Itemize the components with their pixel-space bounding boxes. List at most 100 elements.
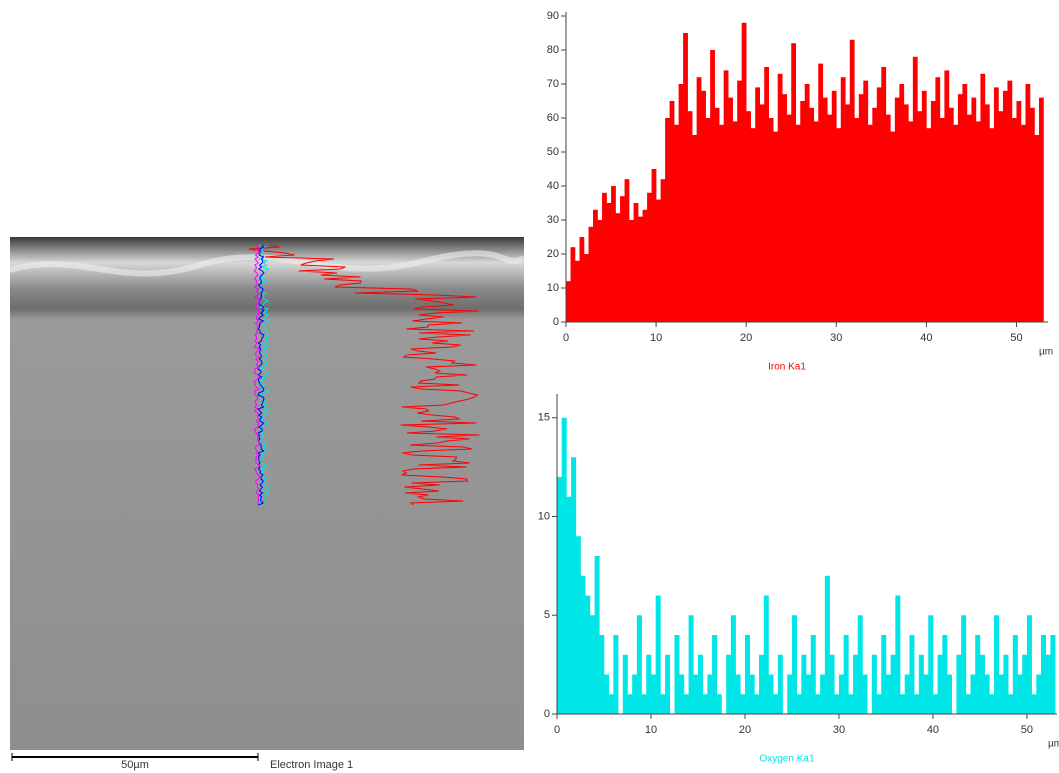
bar — [1017, 674, 1023, 714]
y-tick-label: 0 — [553, 316, 559, 328]
bar — [881, 67, 887, 322]
bar — [599, 635, 605, 714]
bar — [849, 39, 855, 323]
trace-decoration — [248, 244, 480, 506]
bar — [971, 97, 977, 322]
bar — [712, 635, 718, 714]
bar — [740, 694, 746, 714]
bar — [557, 477, 562, 714]
bar — [669, 101, 675, 322]
bar — [1045, 654, 1051, 714]
y-tick-label: 80 — [547, 44, 559, 56]
bar — [588, 226, 594, 322]
bar — [994, 615, 1000, 714]
bar — [1003, 654, 1009, 714]
bar — [1002, 90, 1008, 322]
bar — [984, 104, 990, 323]
bar — [787, 674, 793, 714]
bar — [909, 635, 915, 714]
bar — [815, 694, 821, 714]
y-tick-label: 30 — [547, 214, 559, 226]
bar — [1031, 694, 1037, 714]
bar — [831, 90, 837, 322]
bar — [1007, 80, 1013, 322]
bar — [749, 674, 755, 714]
bar — [921, 90, 927, 322]
bar — [746, 111, 751, 322]
bar — [777, 73, 783, 322]
bar — [975, 121, 981, 323]
bar — [1012, 635, 1018, 714]
bar — [923, 674, 929, 714]
bar — [730, 615, 736, 714]
bar — [800, 101, 806, 322]
bar — [674, 124, 679, 322]
bar — [795, 124, 801, 322]
bar — [773, 694, 779, 714]
x-tick-label: 30 — [833, 724, 845, 736]
bar — [683, 33, 688, 322]
bar — [932, 694, 938, 714]
y-tick-label: 0 — [544, 708, 550, 720]
bar — [674, 635, 680, 714]
bar — [763, 595, 769, 714]
bar — [665, 118, 670, 322]
bar — [651, 169, 657, 322]
bar — [806, 674, 812, 714]
bar — [707, 674, 713, 714]
x-tick-label: 50 — [1010, 332, 1022, 344]
bar — [620, 196, 625, 322]
bar — [918, 654, 924, 714]
y-tick-label: 90 — [547, 10, 559, 22]
bar — [863, 80, 869, 322]
bar — [854, 118, 860, 322]
bar — [956, 654, 962, 714]
bar — [660, 694, 666, 714]
x-tick-label: 50 — [1021, 724, 1033, 736]
bar — [688, 615, 694, 714]
bar — [570, 247, 576, 322]
bar — [773, 131, 779, 322]
bar — [947, 674, 953, 714]
bar — [1025, 84, 1031, 322]
bar — [624, 179, 630, 322]
bar — [926, 128, 932, 322]
bar — [768, 118, 774, 322]
trace-decoration — [253, 244, 261, 506]
bar — [935, 77, 941, 322]
bar — [629, 220, 634, 322]
bar — [820, 674, 826, 714]
bar — [801, 654, 807, 714]
y-tick-label: 40 — [547, 180, 559, 192]
y-tick-label: 10 — [547, 282, 559, 294]
bar — [701, 90, 706, 322]
bar — [589, 615, 595, 714]
bar — [584, 254, 589, 322]
bar — [857, 615, 863, 714]
x-tick-label: 40 — [920, 332, 932, 344]
bar — [719, 124, 724, 322]
bar — [836, 128, 842, 322]
bar — [575, 260, 580, 322]
bar — [937, 654, 943, 714]
bar — [710, 50, 715, 322]
bar — [687, 111, 693, 322]
bar — [862, 674, 868, 714]
bar — [613, 635, 619, 714]
bar — [611, 186, 616, 322]
bar — [942, 635, 948, 714]
bar — [1038, 97, 1044, 322]
x-tick-label: 10 — [645, 724, 657, 736]
bar — [602, 192, 607, 322]
bar — [768, 674, 774, 714]
x-axis-label: Iron Ka1 — [768, 362, 806, 373]
bar — [683, 694, 689, 714]
bar — [912, 56, 918, 323]
bar — [622, 654, 628, 714]
bar — [1034, 135, 1040, 322]
bar — [965, 694, 971, 714]
x-tick-label: 0 — [563, 332, 569, 344]
bar — [827, 114, 833, 322]
y-tick-label: 20 — [547, 248, 559, 260]
